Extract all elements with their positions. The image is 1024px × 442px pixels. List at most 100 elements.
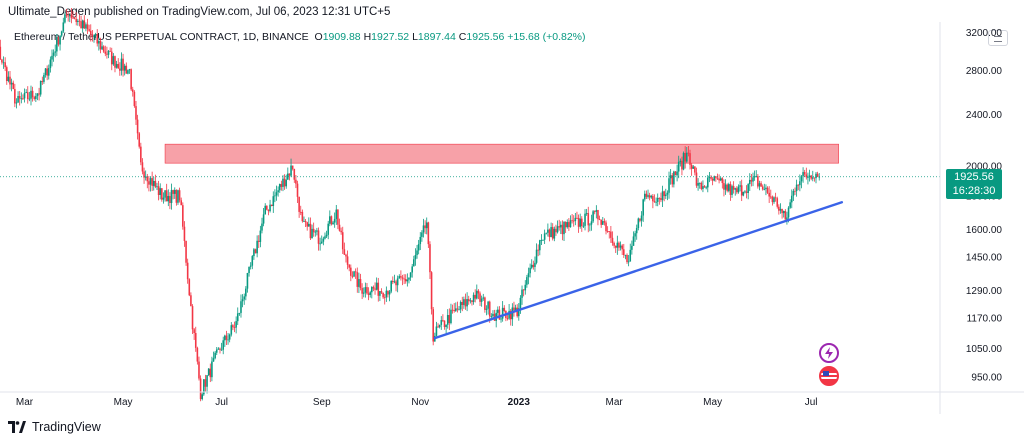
candle (227, 332, 229, 345)
candle (330, 215, 333, 226)
candle-body (337, 209, 339, 225)
candle (73, 16, 76, 20)
candle-body (421, 232, 423, 237)
candle-body (637, 218, 640, 229)
candle (14, 83, 16, 108)
candle (241, 294, 244, 308)
candle (207, 368, 210, 376)
candle (459, 300, 462, 314)
price-axis-settings-icon[interactable] (988, 30, 1008, 46)
candle (287, 167, 289, 180)
candle (736, 186, 738, 195)
candle (253, 247, 255, 260)
candle (687, 145, 690, 157)
candle-body (750, 179, 753, 182)
candle-body (211, 361, 213, 378)
candle (86, 18, 89, 35)
candle (178, 187, 181, 203)
candle (369, 290, 371, 298)
us-flag-badge-icon[interactable] (818, 366, 839, 386)
candle (367, 287, 370, 301)
candle-body (288, 173, 291, 176)
candle (122, 53, 124, 77)
candle (380, 288, 383, 294)
candle-body (792, 190, 795, 196)
candle (729, 181, 732, 201)
candle-body (262, 214, 265, 224)
candle-body (232, 325, 234, 328)
candle-body (371, 287, 373, 293)
candle (89, 24, 92, 42)
candle-body (611, 237, 614, 243)
candle-body (708, 177, 711, 178)
candle (220, 342, 223, 351)
footer-brand[interactable]: TradingView (32, 420, 101, 434)
candle-body (162, 197, 165, 200)
candle (556, 220, 559, 234)
candle-body (453, 309, 455, 311)
candle-body (445, 324, 447, 328)
candle-body (233, 327, 236, 329)
candle (564, 221, 567, 233)
candle (421, 230, 423, 242)
candle-body (492, 313, 494, 317)
candle-body (67, 15, 69, 17)
candle (306, 221, 309, 231)
candle-body (60, 31, 63, 36)
candle (85, 22, 87, 32)
candle (277, 186, 279, 197)
candle (416, 245, 418, 259)
candle (760, 181, 762, 188)
candle (235, 316, 237, 334)
candle (530, 259, 533, 270)
candle-body (424, 225, 426, 229)
candle-body (450, 309, 452, 324)
candle (568, 218, 570, 231)
candle-body (372, 287, 375, 289)
candle (559, 221, 562, 235)
candle-body (385, 290, 388, 298)
candle (377, 277, 380, 302)
candle (409, 272, 412, 281)
candle-body (101, 46, 103, 50)
candle-body (471, 300, 473, 302)
candle (503, 305, 506, 313)
candle (291, 165, 294, 171)
candle (463, 296, 465, 309)
candle-body (85, 24, 87, 29)
candle-body (664, 194, 667, 197)
y-tick-label: 2000.00 (966, 161, 1003, 172)
candle-body (656, 197, 659, 202)
candle (453, 303, 455, 313)
candle-body (308, 223, 310, 227)
candle-body (643, 193, 646, 200)
candle (744, 190, 746, 194)
candle (700, 181, 703, 191)
candle-body (322, 238, 325, 242)
candle-body (335, 209, 338, 219)
candle-body (141, 162, 144, 172)
candle (747, 183, 749, 200)
candle (193, 327, 195, 340)
candle-body (68, 14, 71, 17)
candle (17, 91, 19, 103)
candle-body (387, 290, 389, 295)
candle-body (169, 196, 171, 203)
candle-body (38, 93, 40, 95)
candle (57, 36, 60, 47)
candle-body (477, 290, 480, 294)
candle-body (748, 179, 751, 185)
candle-body (57, 36, 60, 45)
low-value: 1897.44 (417, 31, 456, 43)
candle-body (485, 308, 488, 310)
candle-body (488, 301, 491, 317)
candle-body (527, 273, 530, 278)
candle (446, 309, 449, 329)
lightning-badge-icon[interactable] (818, 343, 839, 363)
candle (224, 334, 226, 347)
candle (540, 234, 543, 246)
price-axis: 3200.002800.002400.002000.001800.001600.… (939, 22, 1003, 414)
candle (652, 193, 654, 209)
candle (742, 191, 745, 197)
